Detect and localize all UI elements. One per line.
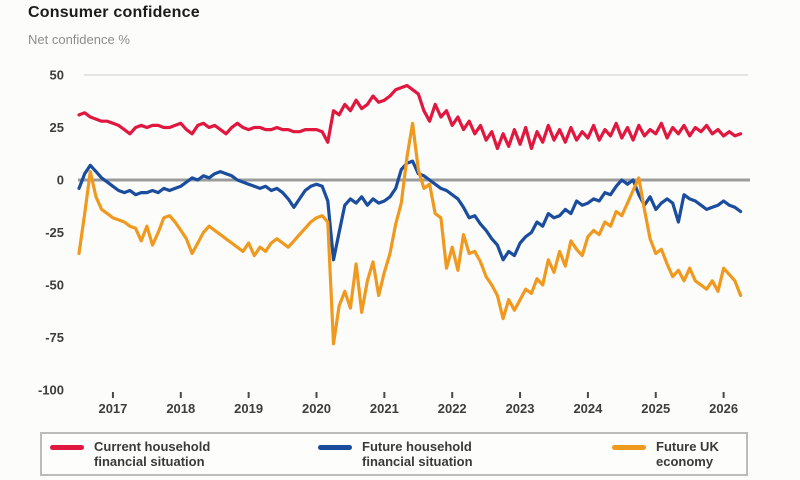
y-axis-tick-label: -100 <box>38 383 64 398</box>
x-axis-tick-label: 2025 <box>641 401 670 416</box>
y-axis-tick-label: -25 <box>45 225 64 240</box>
legend-label-line2: economy <box>656 454 714 469</box>
legend-label-current-household: Current household financial situation <box>94 439 210 469</box>
chart-title: Consumer confidence <box>28 4 200 21</box>
x-axis-tick-label: 2024 <box>573 401 603 416</box>
chart-subtitle: Net confidence % <box>28 32 130 47</box>
legend-item-current-household: Current household financial situation <box>50 439 210 469</box>
x-axis-tick-label: 2021 <box>370 401 399 416</box>
legend-swatch-future-household <box>318 445 352 450</box>
x-axis-tick-label: 2026 <box>709 401 738 416</box>
y-axis-tick-label: 50 <box>50 68 64 83</box>
y-axis-tick-label: -75 <box>45 330 64 345</box>
legend-label-line1: Current household <box>94 439 211 454</box>
legend-label-future-uk-economy: Future UK economy <box>656 439 719 469</box>
y-axis-tick-label: 25 <box>50 120 64 135</box>
legend-label-line2: financial situation <box>94 454 205 469</box>
legend-item-future-uk-economy: Future UK economy <box>612 439 719 469</box>
legend-label-line1: Future household <box>362 439 472 454</box>
x-axis-tick-label: 2023 <box>506 401 535 416</box>
y-axis-tick-label: 0 <box>57 173 64 188</box>
legend-swatch-future-uk-economy <box>612 445 646 450</box>
series-line-future-uk-economy <box>77 121 743 346</box>
y-axis-tick-label: -50 <box>45 278 64 293</box>
legend-label-line2: financial situation <box>362 454 473 469</box>
x-axis-tick-label: 2018 <box>166 401 195 416</box>
series-line-future-household <box>77 159 743 262</box>
x-axis-tick-label: 2017 <box>98 401 127 416</box>
x-axis-tick-label: 2019 <box>234 401 263 416</box>
x-axis-tick-label: 2020 <box>302 401 331 416</box>
legend-label-future-household: Future household financial situation <box>362 439 473 469</box>
legend-swatch-current-household <box>50 445 84 450</box>
legend: Current household financial situation Fu… <box>40 432 748 476</box>
x-axis-tick-label: 2022 <box>438 401 467 416</box>
series-line-current-household <box>77 83 743 151</box>
legend-item-future-household: Future household financial situation <box>318 439 473 469</box>
legend-label-line1: Future UK <box>656 439 719 454</box>
